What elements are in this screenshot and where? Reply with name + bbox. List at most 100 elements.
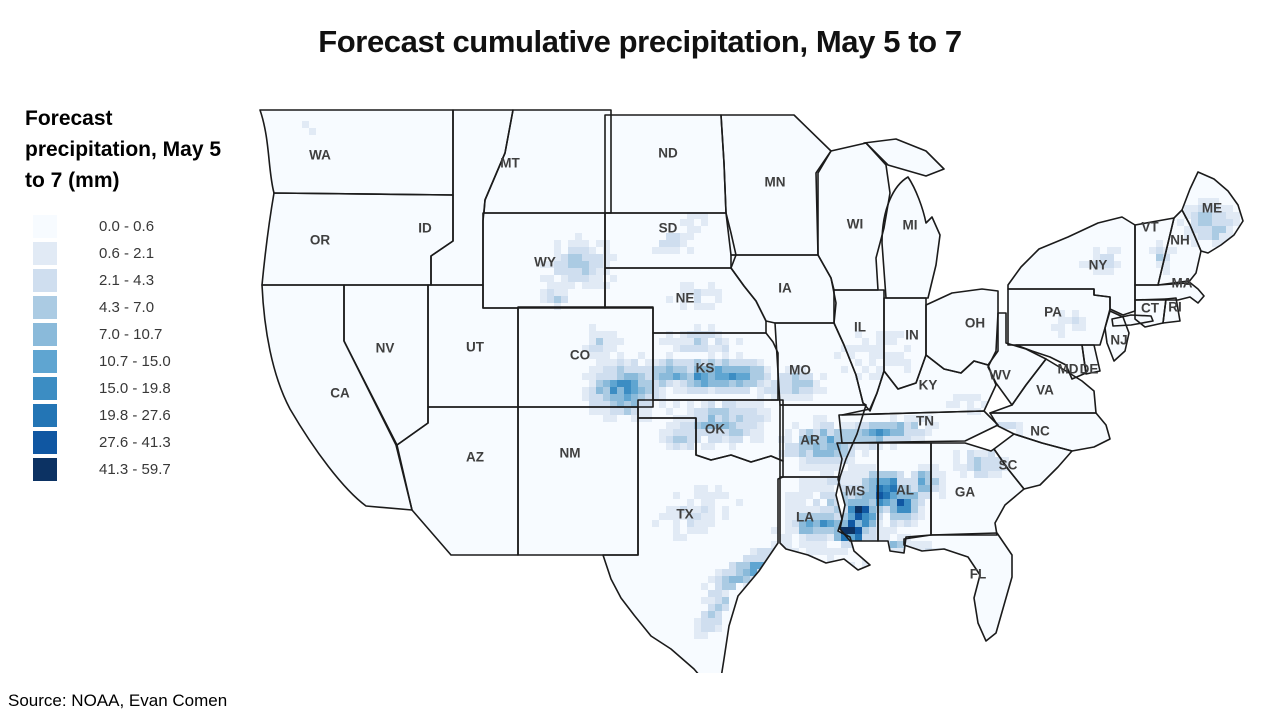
legend-swatch xyxy=(33,322,57,346)
state-border-ME xyxy=(1181,171,1244,254)
state-borders xyxy=(259,109,1244,673)
state-label-NE: NE xyxy=(676,291,695,306)
state-label-NY: NY xyxy=(1089,258,1108,273)
legend-bin-label: 2.1 - 4.3 xyxy=(99,271,155,289)
state-label-OK: OK xyxy=(705,422,726,437)
legend-bin-row: 0.0 - 0.6 xyxy=(33,213,225,240)
state-border-MI xyxy=(863,138,945,299)
state-label-TX: TX xyxy=(676,507,693,522)
state-shape-TX xyxy=(603,418,783,673)
legend-bin-row: 10.7 - 15.0 xyxy=(33,348,225,375)
legend-swatch xyxy=(33,457,57,481)
legend-swatch xyxy=(33,376,57,400)
legend-bin-label: 15.0 - 19.8 xyxy=(99,379,171,397)
legend-bin-label: 0.6 - 2.1 xyxy=(99,244,155,262)
state-label-IN: IN xyxy=(905,328,919,343)
state-shape-IN xyxy=(884,298,926,389)
legend-bin-row: 19.8 - 27.6 xyxy=(33,402,225,429)
legend-bin-row: 41.3 - 59.7 xyxy=(33,456,225,483)
legend-bin-label: 41.3 - 59.7 xyxy=(99,460,171,478)
state-label-SC: SC xyxy=(999,458,1018,473)
legend-bin-row: 7.0 - 10.7 xyxy=(33,321,225,348)
state-label-UT: UT xyxy=(466,340,485,355)
state-shape-NM xyxy=(518,407,638,555)
state-border-TX xyxy=(602,417,784,673)
state-border-DE xyxy=(1081,344,1101,375)
state-shape-UT xyxy=(428,285,518,407)
state-label-LA: LA xyxy=(796,510,814,525)
state-label-KS: KS xyxy=(696,361,715,376)
state-labels: WA OR CA NV ID MT WY UT CO AZ NM ND SD NE KS OK TX MN IA WI… xyxy=(309,146,1222,582)
state-label-CA: CA xyxy=(330,386,350,401)
legend-bin-row: 27.6 - 41.3 xyxy=(33,429,225,456)
state-label-ND: ND xyxy=(658,146,678,161)
state-label-AZ: AZ xyxy=(466,450,484,465)
legend-swatch xyxy=(33,241,57,265)
state-shape-AZ xyxy=(397,407,518,555)
state-border-NJ xyxy=(1104,310,1130,362)
legend-swatch xyxy=(33,214,57,238)
state-shape-ID xyxy=(431,110,513,285)
state-label-MT: MT xyxy=(500,156,520,171)
state-shape-NV xyxy=(344,285,428,445)
legend-swatch xyxy=(33,403,57,427)
state-border-FL xyxy=(903,532,1013,642)
state-border-NC xyxy=(989,412,1111,452)
state-label-CT: CT xyxy=(1141,301,1160,316)
state-label-KY: KY xyxy=(919,378,938,393)
state-label-MN: MN xyxy=(765,175,786,190)
state-label-MD: MD xyxy=(1058,362,1079,377)
state-label-OR: OR xyxy=(310,233,331,248)
legend-bins: 0.0 - 0.6 0.6 - 2.1 2.1 - 4.3 4.3 - 7.0 7.0 … xyxy=(25,213,225,483)
state-label-NV: NV xyxy=(376,341,395,356)
legend-bin-label: 27.6 - 41.3 xyxy=(99,433,171,451)
state-label-ID: ID xyxy=(418,221,432,236)
state-border-WI xyxy=(817,142,891,291)
state-shape-NY xyxy=(1008,217,1153,326)
state-shape-WV xyxy=(988,313,1046,405)
state-label-GA: GA xyxy=(955,485,976,500)
state-label-FL: FL xyxy=(970,567,987,582)
state-label-VA: VA xyxy=(1036,383,1054,398)
state-shape-MN xyxy=(721,115,831,255)
legend-bin-row: 15.0 - 19.8 xyxy=(33,375,225,402)
state-shape-WA xyxy=(260,110,453,195)
state-border-RI xyxy=(1162,297,1181,324)
state-label-IA: IA xyxy=(778,281,792,296)
state-border-LA xyxy=(779,476,871,571)
state-shape-FL xyxy=(904,533,1012,641)
state-label-AR: AR xyxy=(800,433,820,448)
state-label-OH: OH xyxy=(965,316,985,331)
state-label-MS: MS xyxy=(845,484,865,499)
state-label-NJ: NJ xyxy=(1110,333,1127,348)
state-shape-ND xyxy=(605,115,726,213)
legend-bin-label: 19.8 - 27.6 xyxy=(99,406,171,424)
state-label-WA: WA xyxy=(309,148,331,163)
precip-raster xyxy=(302,121,1240,639)
state-border-TN xyxy=(838,410,999,444)
state-border-WV xyxy=(987,312,1047,406)
state-label-PA: PA xyxy=(1044,305,1062,320)
state-shape-MI xyxy=(864,139,944,298)
legend-bin-label: 10.7 - 15.0 xyxy=(99,352,171,370)
legend-bin-row: 2.1 - 4.3 xyxy=(33,267,225,294)
legend: Forecast precipitation, May 5 to 7 (mm) … xyxy=(25,104,225,483)
state-label-CO: CO xyxy=(570,348,590,363)
state-label-MA: MA xyxy=(1172,276,1193,291)
legend-swatch xyxy=(33,349,57,373)
state-shape-WI xyxy=(818,143,890,290)
state-label-DE: DE xyxy=(1080,362,1099,377)
legend-bin-label: 0.0 - 0.6 xyxy=(99,217,155,235)
state-label-WI: WI xyxy=(847,217,864,232)
legend-bin-row: 0.6 - 2.1 xyxy=(33,240,225,267)
us-map: WA OR CA NV ID MT WY UT CO AZ NM ND SD NE KS OK TX MN IA WI… xyxy=(259,109,1244,673)
state-shape-OR xyxy=(262,193,453,285)
state-label-NC: NC xyxy=(1030,424,1050,439)
state-label-IL: IL xyxy=(854,320,866,335)
state-label-TN: TN xyxy=(916,414,934,429)
state-shape-IA xyxy=(731,255,836,323)
legend-swatch xyxy=(33,268,57,292)
legend-bin-label: 4.3 - 7.0 xyxy=(99,298,155,316)
legend-bin-row: 4.3 - 7.0 xyxy=(33,294,225,321)
state-label-WV: WV xyxy=(989,368,1011,383)
